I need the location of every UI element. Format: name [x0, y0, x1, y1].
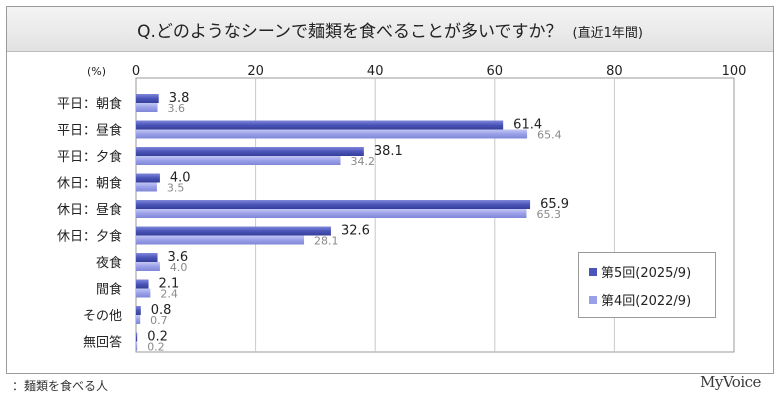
bar-series-1 [136, 94, 159, 103]
data-label-series-1: 61.4 [513, 118, 542, 133]
bar-series-1 [136, 332, 138, 342]
data-label-series-2: 65.3 [536, 208, 561, 221]
data-label-series-2: 65.4 [537, 129, 562, 142]
category-label: 休日：朝食 [57, 176, 122, 192]
bar-series-2 [136, 262, 160, 271]
tick-label: 20 [247, 64, 264, 79]
data-label-series-1: 3.6 [168, 250, 189, 265]
title-bar: Q.どのようなシーンで麺類を食べることが多いですか？ (直近1年間) [7, 7, 773, 52]
bar-series-1 [136, 120, 504, 130]
data-label-series-1: 65.9 [540, 197, 569, 212]
bar-series-1 [136, 306, 141, 315]
data-label-series-2: 0.2 [147, 341, 165, 354]
tick-label: 40 [367, 64, 384, 79]
category-label: 無回答 [83, 335, 122, 351]
data-label-series-2: 34.2 [351, 155, 376, 168]
chart-frame: Q.どのようなシーンで麺類を食べることが多いですか？ (直近1年間) [6, 6, 774, 374]
brand-logo: MyVoice [700, 373, 761, 391]
bar-series-1 [136, 147, 364, 156]
bar-series-1 [136, 200, 531, 209]
bar-series-1 [136, 253, 158, 262]
legend: 第5回(2025/9) 第4回(2022/9) [578, 252, 716, 318]
chart-title-sub: (直近1年間) [572, 26, 643, 41]
bar-series-2 [136, 288, 151, 298]
footnote: ：麺類を食べる人 [12, 379, 109, 393]
bar-series-2 [136, 235, 305, 245]
legend-item-series-1: 第5回(2025/9) [589, 262, 691, 281]
data-label-series-2: 28.1 [314, 235, 339, 248]
bar-series-2 [136, 182, 157, 192]
bar-series-1 [136, 173, 160, 183]
category-label: 平日：朝食 [57, 96, 122, 112]
legend-swatch-series-2 [589, 296, 597, 304]
bar-series-2 [136, 103, 158, 112]
bar-series-2 [136, 129, 528, 139]
bar-chart: 0 20 40 60 80 100 (%) 平日：朝食平日：昼食平日：夕食休日：朝食休日：昼食… [57, 64, 747, 354]
data-label-series-1: 0.8 [151, 303, 172, 318]
bar-series-2 [136, 341, 138, 351]
tick-label: 0 [132, 64, 140, 79]
category-label: 夜食 [96, 255, 122, 271]
data-label-series-1: 32.6 [341, 224, 370, 239]
tick-label: 80 [606, 64, 623, 79]
bar-series-2 [136, 156, 341, 165]
bar-series-2 [136, 209, 527, 218]
chart-title-main: Q.どのようなシーンで麺類を食べることが多いですか？ [137, 22, 563, 42]
bar-series-1 [136, 279, 149, 289]
data-label-series-2: 3.5 [167, 182, 185, 195]
category-label: 平日：昼食 [57, 123, 122, 139]
category-label: 休日：昼食 [57, 202, 122, 218]
legend-label-series-1: 第5回(2025/9) [601, 266, 692, 281]
data-label-series-1: 0.2 [147, 330, 168, 345]
data-label-series-2: 0.7 [150, 314, 168, 327]
data-label-series-1: 2.1 [159, 277, 180, 292]
legend-label-series-2: 第4回(2022/9) [601, 294, 692, 309]
legend-item-series-2: 第4回(2022/9) [589, 290, 691, 309]
data-label-series-1: 3.8 [169, 91, 190, 106]
bar-series-2 [136, 315, 141, 324]
category-label: 休日：夕食 [57, 229, 122, 245]
unit-label: (%) [87, 65, 106, 78]
legend-swatch-series-1 [589, 268, 597, 276]
category-label: 平日：夕食 [57, 149, 122, 165]
tick-label: 60 [487, 64, 504, 79]
data-label-series-1: 38.1 [374, 144, 403, 159]
chart-title: Q.どのようなシーンで麺類を食べることが多いですか？ (直近1年間) [7, 17, 773, 42]
data-label-series-2: 4.0 [170, 261, 188, 274]
category-label: 間食 [96, 282, 122, 298]
bar-series-1 [136, 226, 331, 236]
data-label-series-1: 4.0 [170, 171, 191, 186]
category-label: その他 [83, 309, 122, 324]
data-label-series-2: 2.4 [160, 288, 178, 301]
data-label-series-2: 3.6 [168, 102, 186, 115]
tick-label: 100 [722, 64, 747, 79]
